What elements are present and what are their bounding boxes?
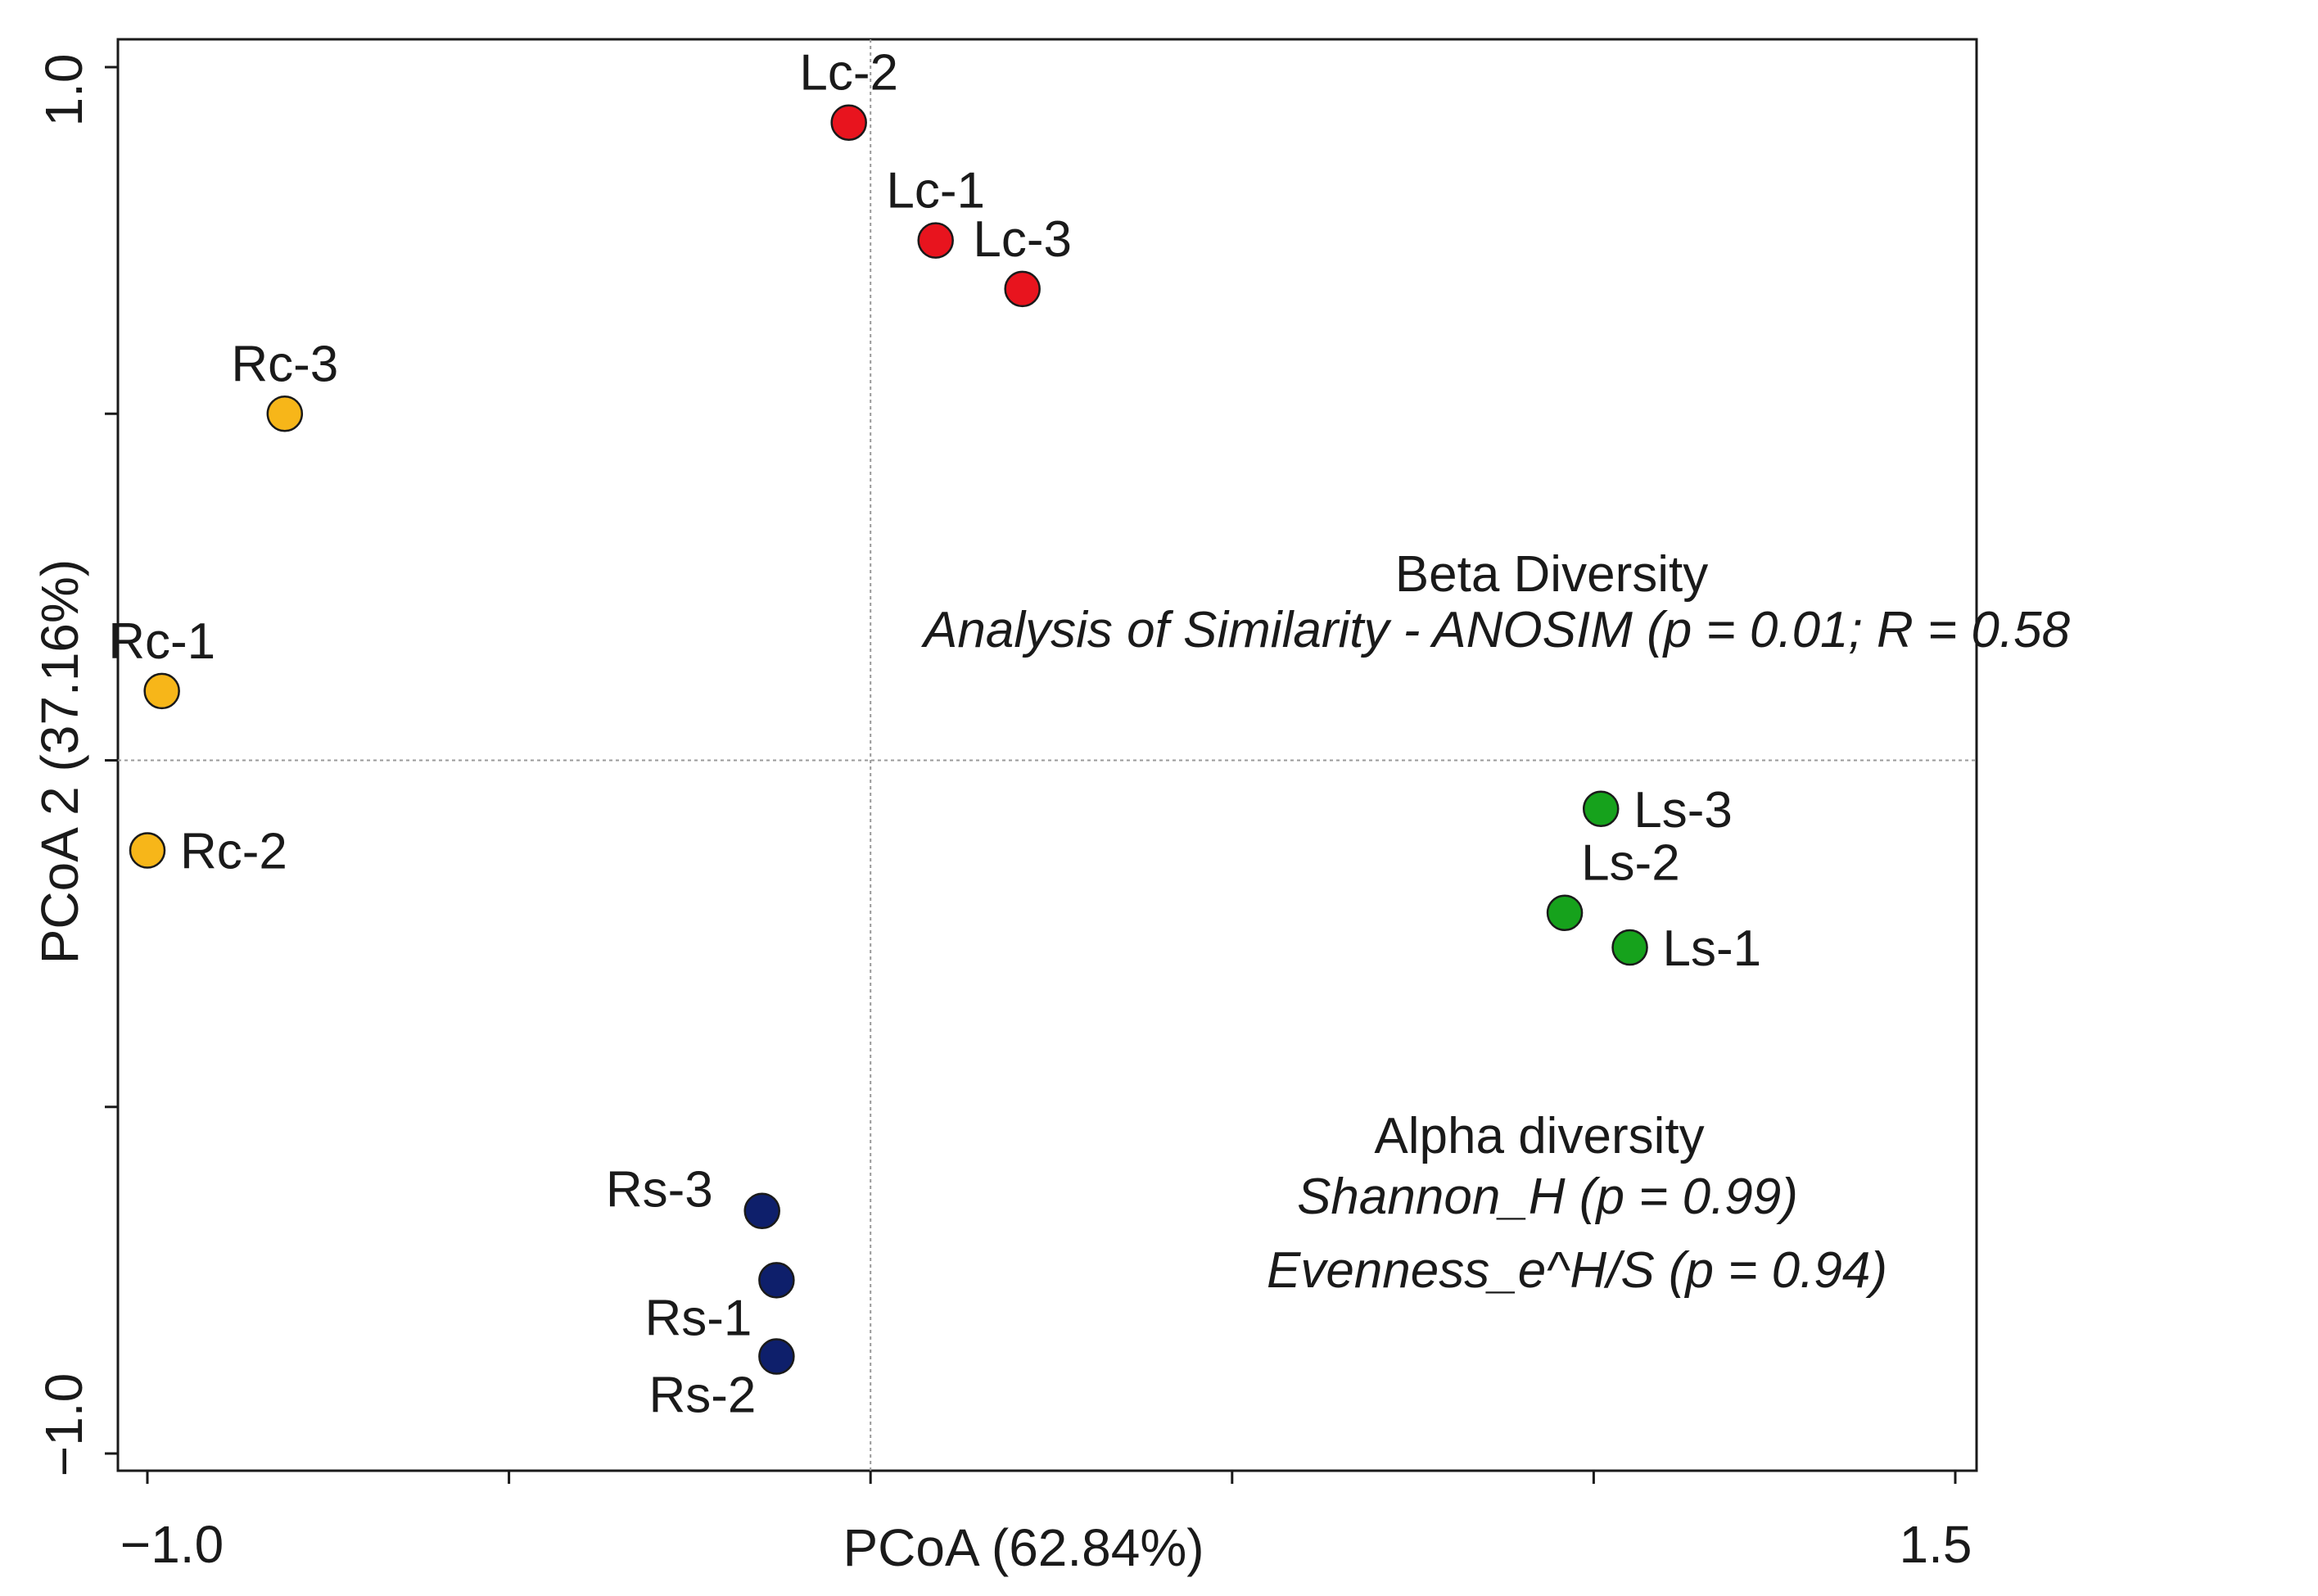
point-label-rc-2: Rc-2 bbox=[180, 824, 287, 880]
beta-diversity-anosim: Analysis of Similarity - ANOSIM (p = 0.0… bbox=[920, 602, 2071, 658]
plot-frame bbox=[116, 38, 1978, 1472]
point-ls-3 bbox=[1582, 790, 1620, 828]
point-label-lc-2: Lc-2 bbox=[799, 45, 898, 102]
point-rc-2 bbox=[129, 832, 166, 869]
point-rs-3 bbox=[743, 1192, 780, 1229]
point-label-rc-3: Rc-3 bbox=[231, 336, 338, 392]
point-rc-1 bbox=[143, 672, 180, 710]
point-rs-2 bbox=[758, 1338, 795, 1375]
point-label-rs-1: Rs-1 bbox=[644, 1290, 752, 1346]
point-label-lc-3: Lc-3 bbox=[973, 211, 1072, 268]
alpha-diversity-evenness: Evenness_e^H/S (p = 0.94) bbox=[1267, 1242, 1887, 1299]
y-tick-label-max: 1.0 bbox=[34, 54, 93, 127]
x-axis-title: PCoA (62.84%) bbox=[843, 1518, 1204, 1577]
alpha-diversity-title: Alpha diversity bbox=[1374, 1108, 1704, 1164]
beta-diversity-title: Beta Diversity bbox=[1395, 546, 1708, 603]
point-label-ls-3: Ls-3 bbox=[1633, 782, 1733, 839]
point-ls-1 bbox=[1611, 929, 1648, 966]
point-label-ls-2: Ls-2 bbox=[1581, 835, 1680, 892]
point-label-rs-2: Rs-2 bbox=[648, 1367, 756, 1423]
x-tick-label-max: 1.5 bbox=[1900, 1515, 1972, 1574]
data-points: Lc-2 Lc-1Lc-3 Rc-3 Rc-1 Rc-2 Ls-3Ls-2 Ls-1 Rs-3… bbox=[108, 45, 1761, 1424]
alpha-diversity-shannon: Shannon_H (p = 0.99) bbox=[1297, 1169, 1798, 1225]
point-lc-1 bbox=[917, 222, 954, 259]
point-label-rs-3: Rs-3 bbox=[606, 1162, 713, 1218]
point-ls-2 bbox=[1546, 894, 1584, 931]
y-tick-label-min: −1.0 bbox=[34, 1373, 93, 1476]
point-label-ls-1: Ls-1 bbox=[1663, 920, 1762, 977]
point-rs-1 bbox=[758, 1262, 795, 1299]
point-lc-3 bbox=[1004, 270, 1041, 308]
point-label-rc-1: Rc-1 bbox=[108, 613, 215, 670]
x-tick-label-min: −1.0 bbox=[120, 1515, 224, 1574]
axis-ticks bbox=[105, 66, 1957, 1484]
point-lc-2 bbox=[830, 104, 867, 141]
point-rc-3 bbox=[266, 396, 304, 432]
point-label-lc-1: Lc-1 bbox=[886, 163, 985, 219]
y-axis-title: PCoA 2 (37.16%) bbox=[30, 559, 89, 965]
